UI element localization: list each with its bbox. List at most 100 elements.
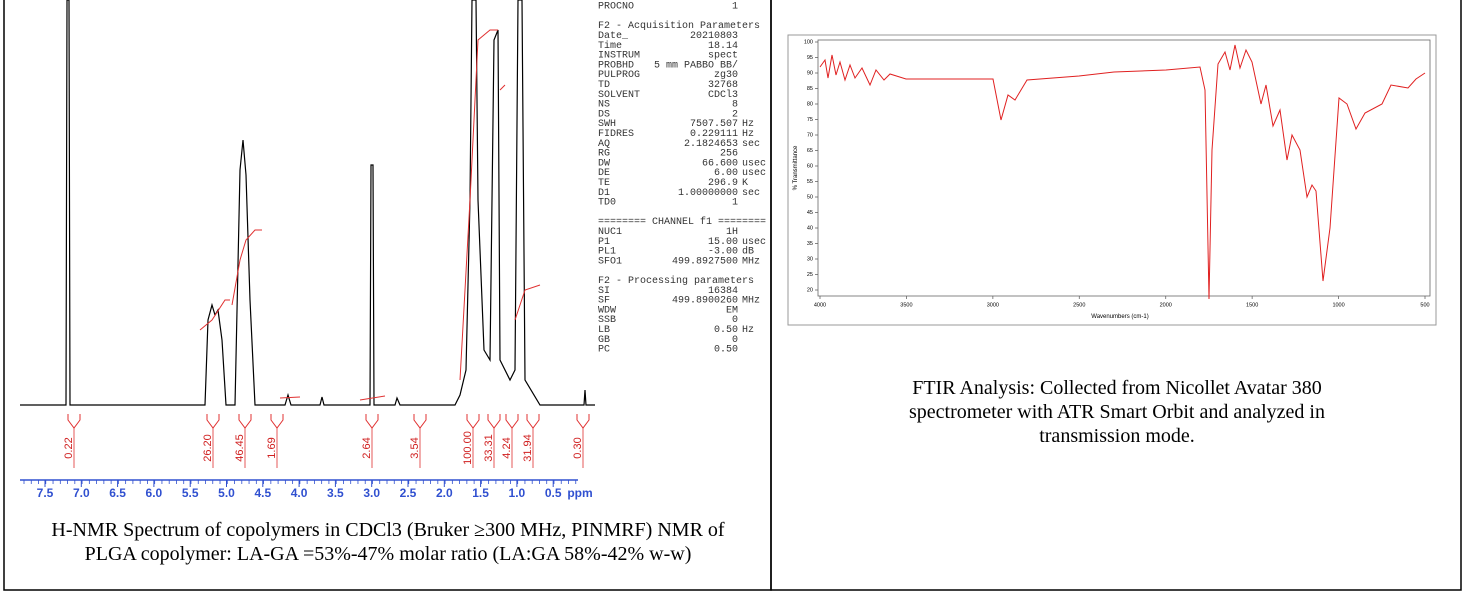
- integral-bracket: [413, 414, 427, 429]
- x-tick-label: 2500: [1073, 302, 1085, 308]
- ftir-chart: % Transmittance Wavenumbers (cm-1): [787, 34, 1437, 326]
- right-cell: [770, 0, 1462, 591]
- param-value: 1: [732, 2, 738, 13]
- integral-bracket: [576, 414, 590, 429]
- param-name: D1: [598, 188, 610, 199]
- y-tick-label: 100: [804, 39, 813, 45]
- integral-label: 31.94: [522, 434, 534, 462]
- integral-bracket: [238, 414, 252, 429]
- param-value: 2.1824653: [684, 139, 738, 150]
- param-value: 0.50: [714, 345, 738, 356]
- x-tick-label: 2000: [1160, 302, 1172, 308]
- param-value: CDCl3: [708, 89, 738, 101]
- integral-label: 100.00: [462, 431, 474, 465]
- param-unit: MHz: [742, 296, 760, 307]
- param-name: P1: [598, 237, 610, 248]
- param-name: FIDRES: [598, 129, 634, 140]
- param-name: SSB: [598, 315, 616, 326]
- y-tick-label: 85: [807, 86, 813, 92]
- integral-label: 1.69: [266, 437, 278, 458]
- integral-label: 2.64: [361, 437, 373, 458]
- ppm-tick-label: 0.5: [545, 486, 562, 500]
- param-name: Date_: [598, 31, 629, 42]
- param-name: PROBHD: [598, 60, 634, 71]
- param-section-title: F2 - Processing parameters: [598, 275, 754, 287]
- param-value: 5 mm PABBO BB/: [654, 59, 738, 71]
- ftir-trace: [819, 44, 1426, 300]
- ppm-tick-label: 4.5: [254, 486, 271, 500]
- x-tick-label: 4000: [814, 302, 826, 308]
- param-unit: sec: [742, 139, 760, 150]
- ppm-unit: ppm: [567, 486, 592, 500]
- y-tick-label: 60: [807, 163, 813, 169]
- param-name: TE: [598, 178, 610, 189]
- ppm-tick-label: 7.5: [37, 486, 54, 500]
- param-unit: Hz: [742, 129, 754, 140]
- ppm-tick-label: 1.5: [472, 486, 489, 500]
- param-value: 256: [720, 149, 738, 160]
- param-value: 1H: [726, 227, 738, 238]
- ppm-tick-label: 1.0: [509, 486, 526, 500]
- integral-bracket: [487, 414, 501, 429]
- x-tick-label: 1000: [1332, 302, 1344, 308]
- param-value: 15.00: [708, 237, 738, 248]
- param-unit: usec: [742, 237, 766, 248]
- param-value: 66.600: [702, 158, 738, 169]
- integral-bracket: [270, 414, 284, 429]
- param-unit: dB: [742, 246, 754, 258]
- param-value: 20210803: [690, 31, 738, 42]
- integral-bracket: [466, 414, 480, 429]
- y-tick-label: 45: [807, 210, 813, 216]
- param-value: zg30: [714, 70, 738, 81]
- ftir-plot-area: [817, 39, 1431, 297]
- y-tick-label: 30: [807, 256, 813, 262]
- integral-curves: [199, 29, 541, 401]
- ppm-tick-label: 2.5: [400, 486, 417, 500]
- x-tick-label: 3500: [900, 302, 912, 308]
- integral-label: 33.31: [483, 434, 495, 462]
- y-tick-label: 55: [807, 179, 813, 185]
- ppm-tick-label: 5.0: [218, 486, 235, 500]
- integral-label: 4.24: [501, 437, 513, 458]
- param-name: DS: [598, 109, 610, 120]
- integral-bracket: [206, 414, 220, 429]
- param-value: 0.229111: [690, 129, 738, 140]
- ftir-frame: [787, 34, 1437, 326]
- param-name: PL1: [598, 247, 616, 258]
- param-value: -3.00: [708, 247, 738, 258]
- y-tick-label: 20: [807, 287, 813, 293]
- param-name: LB: [598, 325, 610, 336]
- ppm-tick-label: 6.5: [109, 486, 126, 500]
- param-name: Time: [598, 40, 622, 52]
- param-name: SOLVENT: [598, 90, 640, 101]
- x-tick-label: 3000: [987, 302, 999, 308]
- param-value: 0.50: [714, 325, 738, 336]
- param-name: WDW: [598, 305, 616, 316]
- ppm-tick-label: 3.0: [363, 486, 380, 500]
- param-value: 1.00000000: [678, 188, 738, 199]
- param-value: 2: [732, 109, 738, 120]
- y-tick-label: 70: [807, 132, 813, 138]
- integral-label: 3.54: [409, 437, 421, 458]
- x-tick-label: 500: [1420, 302, 1429, 308]
- param-name: GB: [598, 335, 610, 346]
- param-value: spect: [708, 51, 738, 62]
- param-unit: usec: [742, 168, 766, 179]
- param-name: PROCNO: [598, 2, 634, 13]
- param-value: 499.8900260: [672, 296, 738, 307]
- param-name: SFO1: [598, 256, 622, 267]
- ppm-tick-label: 4.0: [291, 486, 308, 500]
- y-tick-label: 95: [807, 55, 813, 61]
- param-name: TD: [598, 80, 610, 91]
- param-value: 296.9: [708, 178, 738, 189]
- nmr-spectrum: [20, 0, 595, 481]
- param-name: INSTRUM: [598, 51, 640, 62]
- param-value: 0: [732, 315, 738, 326]
- param-name: NUC1: [598, 227, 622, 238]
- param-name: RG: [598, 149, 610, 160]
- param-name: SWH: [598, 119, 616, 130]
- y-tick-label: 80: [807, 101, 813, 107]
- left-cell: [3, 0, 772, 591]
- param-name: DE: [598, 168, 610, 179]
- param-section-title: F2 - Acquisition Parameters: [598, 20, 760, 32]
